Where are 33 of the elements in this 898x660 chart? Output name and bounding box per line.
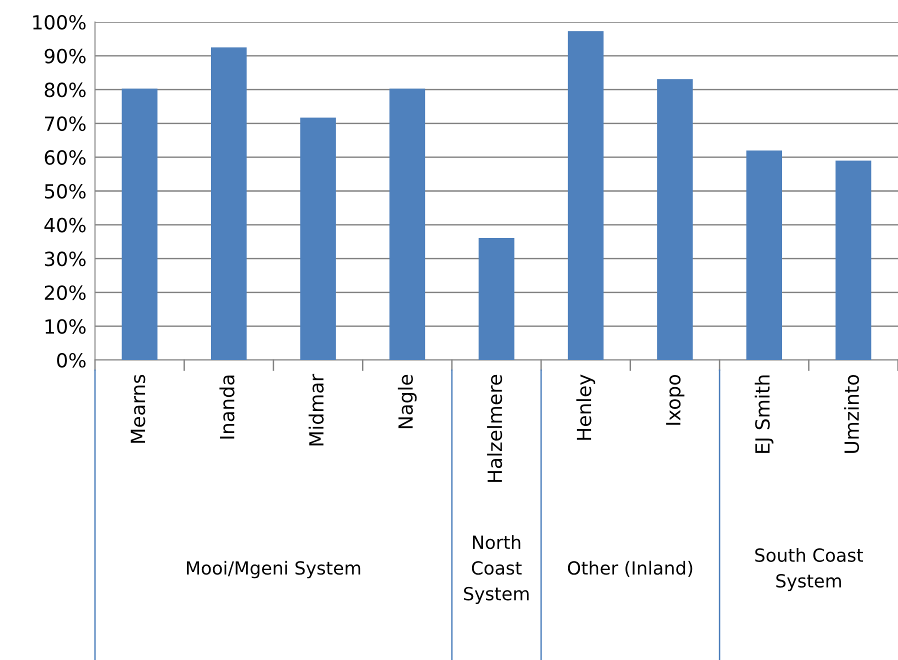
bar bbox=[836, 160, 872, 360]
x-tick-label: Ixopo bbox=[666, 374, 684, 425]
y-tick-label: 10% bbox=[46, 319, 86, 334]
y-tick-label: 30% bbox=[44, 252, 86, 266]
text: South Coast System bbox=[755, 548, 864, 592]
x-tick-label: Umzinto bbox=[844, 374, 860, 453]
x-tick-label: Inanda bbox=[219, 376, 234, 439]
y-tick-label: 0% bbox=[57, 352, 86, 368]
text: Mooi/Mgeni System bbox=[186, 560, 360, 578]
bar bbox=[568, 31, 604, 360]
y-tick-label: 40% bbox=[44, 218, 86, 232]
x-tick-label: Henley bbox=[576, 374, 596, 440]
y-tick-label: 60% bbox=[44, 150, 86, 165]
y-tick-label: 100% bbox=[33, 14, 86, 30]
bar bbox=[210, 47, 247, 360]
y-tick-label: 20% bbox=[44, 285, 86, 300]
text: North Coast System bbox=[464, 535, 529, 604]
x-tick-label: Nagle bbox=[398, 374, 417, 428]
y-tick-label: 80% bbox=[44, 82, 86, 98]
x-tick-label: Midmar bbox=[308, 374, 324, 446]
y-tick-label: 50% bbox=[44, 184, 86, 199]
bar bbox=[478, 238, 514, 360]
x-tick-label: Halzelmere bbox=[487, 374, 502, 482]
text: Other (Inland) bbox=[568, 560, 692, 577]
y-tick-label: 70% bbox=[45, 116, 86, 132]
bar bbox=[746, 150, 782, 360]
bar bbox=[300, 118, 336, 360]
x-tick-label: Mearns bbox=[130, 374, 146, 443]
bar bbox=[657, 79, 693, 360]
x-tick-label: EJ Smith bbox=[754, 376, 774, 453]
bar bbox=[122, 88, 158, 360]
bar bbox=[389, 88, 426, 360]
y-tick-label: 90% bbox=[44, 48, 86, 64]
